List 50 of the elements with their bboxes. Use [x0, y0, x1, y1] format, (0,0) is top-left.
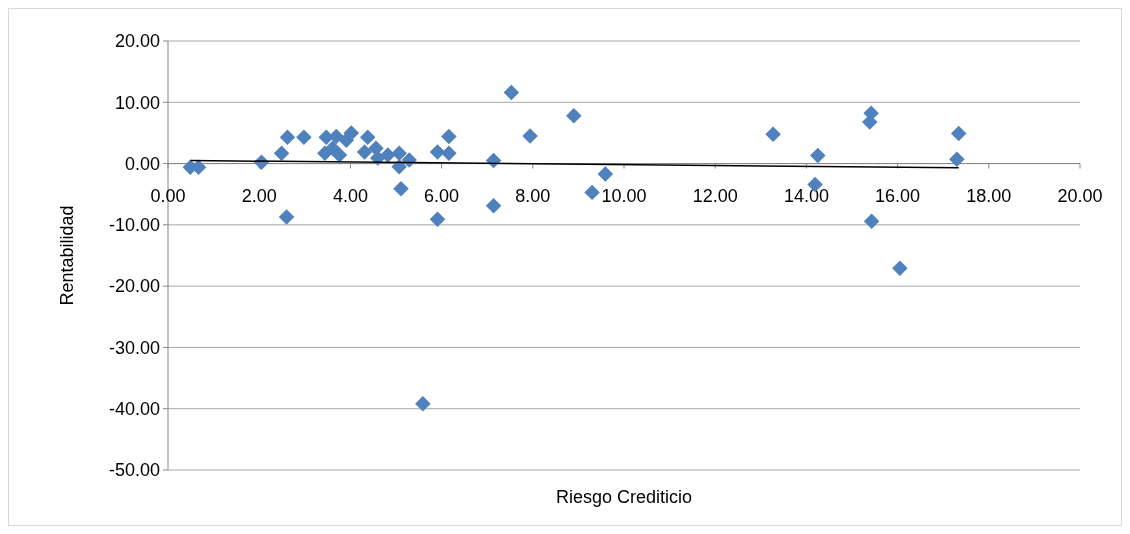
y-tick-label: -10.00	[108, 215, 160, 236]
point	[273, 145, 290, 161]
point	[765, 126, 781, 142]
x-tick-label: 16.00	[875, 185, 921, 206]
point	[441, 145, 457, 161]
point	[415, 396, 431, 412]
point	[279, 129, 296, 145]
x-tick-label: 4.00	[332, 185, 368, 206]
y-axis-title: Rentabilidad	[57, 205, 77, 306]
point	[441, 128, 457, 145]
point	[343, 125, 360, 141]
x-tick-label: 14.00	[783, 185, 829, 206]
point	[429, 144, 446, 160]
y-tick-label: 0.00	[124, 153, 160, 174]
point	[401, 152, 417, 168]
point	[522, 128, 538, 144]
point	[278, 209, 295, 225]
point	[429, 211, 446, 228]
point	[584, 184, 600, 201]
point	[949, 151, 965, 168]
point	[950, 125, 967, 142]
x-axis-title: Riesgo Crediticio	[555, 487, 693, 507]
point	[391, 158, 407, 175]
point	[863, 213, 880, 229]
point	[892, 260, 908, 277]
x-tick-label: 12.00	[692, 185, 738, 206]
point	[503, 84, 520, 101]
point	[810, 147, 826, 164]
point	[391, 145, 407, 161]
x-tick-label: 10.00	[601, 185, 647, 206]
y-tick-label: -20.00	[108, 276, 160, 297]
point	[485, 198, 502, 214]
point	[331, 147, 348, 163]
y-tick-label: -40.00	[108, 399, 160, 420]
x-tick-label: 0.00	[150, 185, 186, 206]
x-tick-label: 20.00	[1057, 185, 1103, 206]
x-tick-label: 18.00	[966, 185, 1012, 206]
point	[566, 108, 582, 124]
point	[393, 180, 409, 197]
x-tick-label: 2.00	[241, 185, 277, 206]
point	[296, 129, 312, 145]
x-tick-label: 8.00	[515, 185, 551, 206]
point	[597, 166, 614, 182]
point	[356, 144, 373, 160]
y-tick-label: -30.00	[108, 337, 160, 358]
point	[359, 129, 376, 145]
y-tick-label: 10.00	[114, 92, 160, 113]
y-tick-label: -50.00	[108, 460, 160, 481]
x-tick-label: 6.00	[424, 185, 460, 206]
y-tick-label: 20.00	[114, 31, 160, 52]
